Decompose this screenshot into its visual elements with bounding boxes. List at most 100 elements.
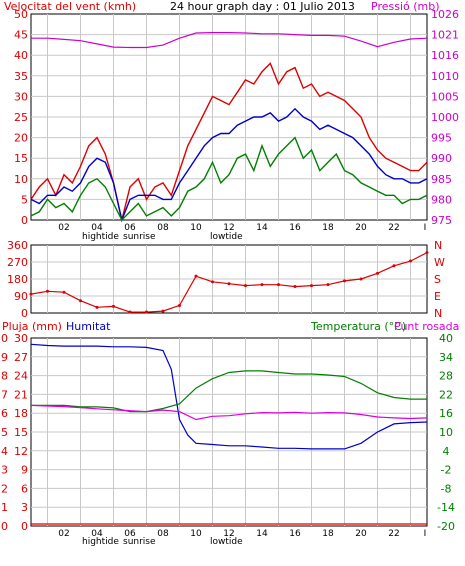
y-tick-label: 985 bbox=[431, 173, 452, 186]
x-tick-label: I bbox=[424, 223, 427, 233]
chart-title: 24 hour graph day : 01 Julio 2013 bbox=[170, 0, 355, 13]
y-tick-label: 35 bbox=[14, 70, 28, 83]
wind-direction-point bbox=[244, 284, 247, 288]
y-tick-label: 22 bbox=[439, 388, 453, 401]
wind-direction-point bbox=[145, 310, 148, 314]
wind-direction-point bbox=[62, 290, 66, 294]
y-tick-label: 7 bbox=[1, 388, 8, 401]
x-tick-label: 04 bbox=[91, 223, 103, 233]
x-tick-label: 02 bbox=[58, 223, 69, 233]
x-tick-label: 22 bbox=[388, 529, 399, 539]
y-tick-label: 15 bbox=[14, 152, 28, 165]
temperature-axis-title: Temperatura (°C) bbox=[310, 320, 406, 333]
series-line-dew_point bbox=[30, 404, 428, 421]
humidity-axis-title: Humitat bbox=[66, 320, 111, 333]
x-tick-label: 14 bbox=[256, 223, 268, 233]
y-tick-label: 980 bbox=[431, 193, 452, 206]
sunrise-label-bottom: sunrise bbox=[123, 537, 156, 547]
y-tick-label: S bbox=[434, 273, 441, 286]
dew-point-axis-title: Punt rosada bbox=[394, 320, 459, 333]
y-tick-label: 1026 bbox=[431, 8, 459, 21]
lowtide-label: lowtide bbox=[210, 232, 243, 242]
y-tick-label: 12 bbox=[14, 445, 28, 458]
y-tick-label: 30 bbox=[14, 332, 28, 345]
x-tick-label: 16 bbox=[289, 223, 301, 233]
x-tick-label: 06 bbox=[124, 223, 136, 233]
y-tick-label: 270 bbox=[7, 256, 28, 269]
wind-direction-point bbox=[310, 284, 313, 288]
y-tick-label: 45 bbox=[14, 29, 28, 42]
x-tick-label: 06 bbox=[124, 529, 136, 539]
y-tick-label: -20 bbox=[437, 520, 455, 533]
y-tick-label: 10 bbox=[0, 332, 8, 345]
y-tick-label: 8 bbox=[1, 370, 8, 383]
x-tick-label: 12 bbox=[223, 223, 234, 233]
pressure-axis-title: Pressió (mb) bbox=[371, 0, 440, 13]
y-tick-label: 0 bbox=[1, 520, 8, 533]
y-tick-label: 0 bbox=[21, 214, 28, 227]
y-tick-label: 180 bbox=[7, 273, 28, 286]
x-tick-label: 20 bbox=[355, 529, 367, 539]
series-line-temperature bbox=[31, 370, 427, 413]
y-tick-label: 24 bbox=[14, 370, 28, 383]
y-tick-label: 3 bbox=[1, 464, 8, 477]
x-tick-label: 10 bbox=[190, 223, 202, 233]
y-tick-label: 9 bbox=[21, 464, 28, 477]
x-tick-label: 12 bbox=[223, 529, 234, 539]
sunrise-label: sunrise bbox=[123, 232, 156, 242]
y-tick-label: E bbox=[434, 290, 441, 303]
y-tick-label: 90 bbox=[14, 290, 28, 303]
y-tick-label: 5 bbox=[21, 193, 28, 206]
wind-direction-point bbox=[376, 271, 379, 275]
series-line-pressure bbox=[31, 31, 428, 49]
wind-direction-point bbox=[227, 282, 231, 286]
hightide-label: hightide bbox=[82, 232, 119, 242]
wind-direction-point bbox=[293, 285, 297, 289]
y-tick-label: 50 bbox=[14, 8, 28, 21]
wind-direction-point bbox=[112, 304, 115, 308]
y-tick-label: 10 bbox=[14, 173, 28, 186]
x-tick-label: 08 bbox=[157, 529, 169, 539]
wind-direction-point bbox=[79, 299, 82, 303]
y-tick-label: 1005 bbox=[431, 90, 459, 103]
y-tick-label: 20 bbox=[14, 132, 28, 145]
y-tick-label: N bbox=[434, 239, 442, 252]
y-tick-label: 1016 bbox=[431, 49, 459, 62]
y-tick-label: 34 bbox=[439, 351, 453, 364]
y-tick-label: 1010 bbox=[431, 70, 459, 83]
y-tick-label: 4 bbox=[1, 445, 8, 458]
wind-direction-point bbox=[359, 277, 363, 281]
x-tick-label: 18 bbox=[322, 223, 334, 233]
series-line-average bbox=[30, 107, 428, 223]
series-line-humidity bbox=[30, 343, 428, 450]
wind-direction-point bbox=[178, 303, 181, 307]
y-tick-label: 1 bbox=[1, 501, 8, 514]
wind-pressure-panel: 0 5 10 15 20 25 30 35 40 45 50 975 980 985 990 995 1000… bbox=[4, 0, 459, 242]
wind-direction-point bbox=[425, 251, 429, 255]
y-tick-label: 10 bbox=[439, 426, 453, 439]
y-tick-label: 27 bbox=[14, 351, 28, 364]
hightide-label-bottom: hightide bbox=[82, 537, 119, 547]
x-tick-label: 08 bbox=[157, 223, 169, 233]
x-tick-label: 22 bbox=[388, 223, 399, 233]
y-tick-label: 995 bbox=[431, 132, 452, 145]
y-tick-label: 40 bbox=[439, 332, 453, 345]
wind-direction-point bbox=[211, 280, 214, 284]
wind-direction-point bbox=[409, 259, 412, 263]
y-tick-label: 1021 bbox=[431, 29, 459, 42]
y-tick-label: 18 bbox=[14, 407, 28, 420]
y-tick-label: 0 bbox=[21, 307, 28, 320]
y-tick-label: 4 bbox=[443, 445, 450, 458]
x-tick-label: 14 bbox=[256, 529, 268, 539]
x-tick-label: I bbox=[424, 529, 427, 539]
y-tick-label: 25 bbox=[14, 111, 28, 124]
wind-direction-point bbox=[29, 292, 33, 296]
wind-direction-point bbox=[95, 305, 99, 309]
y-tick-label: 360 bbox=[7, 239, 28, 252]
x-tick-label: 10 bbox=[190, 529, 202, 539]
y-tick-label: -14 bbox=[437, 501, 455, 514]
y-tick-label: 990 bbox=[431, 152, 452, 165]
y-tick-label: 40 bbox=[14, 49, 28, 62]
